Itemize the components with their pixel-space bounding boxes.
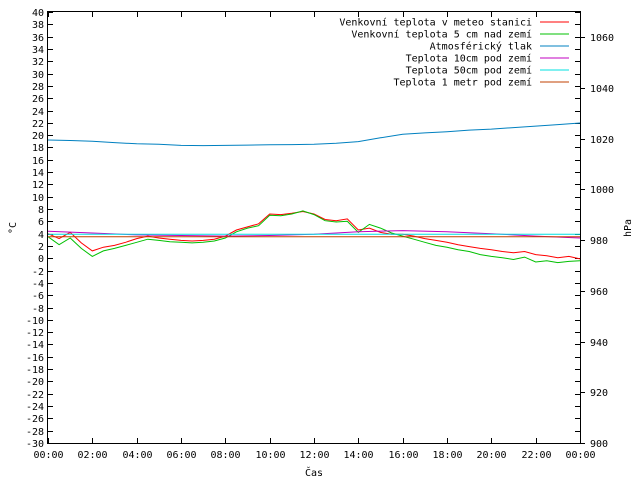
y-tick-label: 18 (32, 143, 44, 154)
legend-label-0: Venkovní teplota v meteo stanici (339, 17, 532, 29)
y-tick-label: -22 (26, 390, 44, 401)
y-tick-label: 32 (32, 57, 44, 68)
y-tick-label: -20 (26, 377, 44, 388)
y-tick-label: -10 (26, 316, 44, 327)
series-line-2 (47, 122, 581, 147)
legend-label-5: Teplota 1 metr pod zemí (394, 77, 532, 89)
legend-label-4: Teplota 50cm pod zemí (406, 65, 532, 77)
y-tick-label: -24 (26, 402, 44, 413)
x-tick-label: 18:00 (432, 450, 462, 461)
x-tick-label: 20:00 (476, 450, 506, 461)
plot-frame (47, 11, 581, 444)
y-tick-label: -26 (26, 414, 44, 425)
x-tick-label: 22:00 (521, 450, 551, 461)
y-axis-label: °C (8, 222, 19, 234)
y-tick-label: -28 (26, 427, 44, 438)
x-tick-label: 10:00 (255, 450, 285, 461)
x-tick-label: 04:00 (122, 450, 152, 461)
y2-tick-label: 900 (590, 439, 608, 450)
y2-tick-label: 940 (590, 338, 608, 349)
y2-axis-label: hPa (623, 219, 634, 237)
y-tick-label: 34 (32, 45, 44, 56)
x-tick-label: 06:00 (166, 450, 196, 461)
x-tick-label: 00:00 (565, 450, 595, 461)
y-tick-label: -14 (26, 340, 44, 351)
y-tick-label: 14 (32, 168, 44, 179)
y-tick-label: -8 (32, 304, 44, 315)
x-tick-label: 16:00 (388, 450, 418, 461)
legend-label-1: Venkovní teplota 5 cm nad zemí (351, 29, 532, 41)
y-tick-label: 0 (38, 254, 44, 265)
y-tick-label: -2 (32, 267, 44, 278)
y-tick-label: 2 (38, 242, 44, 253)
y-tick-label: 8 (38, 205, 44, 216)
x-tick-label: 00:00 (33, 450, 63, 461)
x-tick-label: 14:00 (343, 450, 373, 461)
legend-label-3: Teplota 10cm pod zemí (406, 53, 532, 65)
y2-tick-label: 1040 (590, 84, 614, 95)
y-tick-label: -30 (26, 439, 44, 450)
y2-tick-label: 1060 (590, 33, 614, 44)
x-tick-label: 12:00 (299, 450, 329, 461)
y2-tick-label: 920 (590, 388, 608, 399)
series-layer (47, 122, 581, 264)
y-tick-label: 26 (32, 94, 44, 105)
y-tick-label: -12 (26, 328, 44, 339)
y-tick-label: 16 (32, 156, 44, 167)
y-tick-label: -16 (26, 353, 44, 364)
y-tick-label: 24 (32, 107, 44, 118)
y-tick-label: 12 (32, 180, 44, 191)
y2-tick-label: 1020 (590, 135, 614, 146)
y-tick-label: -4 (32, 279, 44, 290)
y-tick-label: -18 (26, 365, 44, 376)
y-axis-right: 900 920 940 960 980 1000 1020 1040 1060 (580, 33, 614, 450)
y-tick-label: 22 (32, 119, 44, 130)
y-tick-label: 30 (32, 70, 44, 81)
legend-label-2: Atmosférický tlak (430, 41, 532, 53)
y2-tick-label: 980 (590, 236, 608, 247)
x-tick-label: 08:00 (210, 450, 240, 461)
x-axis: 00:00 02:00 04:00 06:00 08:00 10:00 12:00 14:00… (33, 12, 596, 461)
series-line-0 (47, 210, 581, 260)
y2-tick-label: 960 (590, 287, 608, 298)
series-line-1 (47, 210, 581, 264)
y-axis-left: -30-28-26-24-22-20-18-16-14-12-10-8-6-4-… (26, 8, 580, 450)
y-tick-label: 36 (32, 33, 44, 44)
legend: Venkovní teplota v meteo staniciVenkovní… (339, 17, 569, 89)
y-tick-label: 28 (32, 82, 44, 93)
y-tick-label: 38 (32, 20, 44, 31)
y-tick-label: 4 (38, 230, 44, 241)
x-tick-label: 02:00 (77, 450, 107, 461)
y-tick-label: 10 (32, 193, 44, 204)
y-tick-label: -6 (32, 291, 44, 302)
y2-tick-label: 1000 (590, 185, 614, 196)
y-tick-label: 6 (38, 217, 44, 228)
y-tick-label: 40 (32, 8, 44, 19)
x-axis-label: Čas (305, 466, 323, 479)
y-tick-label: 20 (32, 131, 44, 142)
